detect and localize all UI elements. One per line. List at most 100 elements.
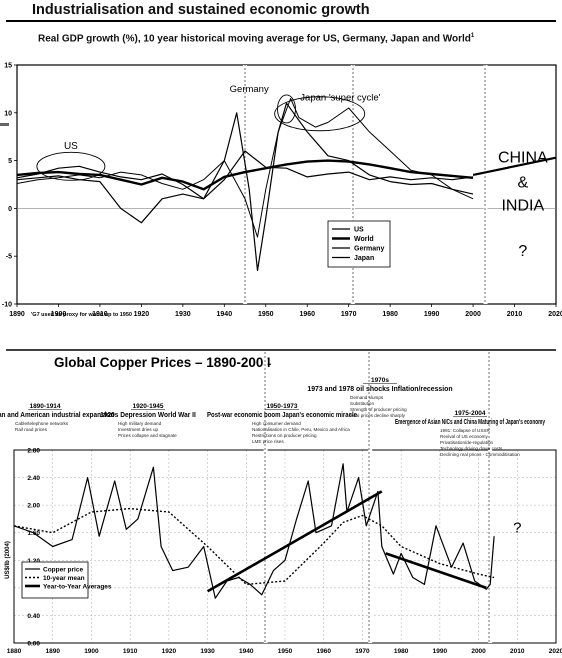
chart1-x-tick-label: 1960 (299, 311, 315, 318)
era-period: 1920-1945 (132, 403, 163, 410)
chart1-annotation-us: US (64, 141, 78, 152)
era-note: High consumer demand (252, 421, 301, 426)
chart2-event-marker (488, 352, 493, 643)
chart1-annotation-china-india: ? (518, 243, 527, 260)
chart2-event-marker (263, 352, 268, 643)
era-period: 1970s (371, 377, 389, 384)
chart1-event-marker (243, 65, 248, 304)
chart2-y-tick-label: 2.40 (27, 475, 40, 482)
chart2-title: Global Copper Prices – 1890-2004 (54, 355, 271, 370)
chart1-y-tick-label: -5 (6, 254, 12, 261)
chart2-y-axis-label: US$/lb (2004) (5, 541, 11, 579)
chart1-legend-label: Japan (354, 255, 374, 262)
chart1-y-tick-label: 15 (4, 63, 12, 70)
era-note: Demand slumps (350, 395, 384, 400)
era-note: Rail road prices (15, 427, 48, 432)
chart1-x-tick-label: 1890 (9, 311, 25, 318)
era-annotation: 1920-1945 1920s Depression World War II Hi… (100, 403, 196, 438)
chart1-x-tick-label: 1950 (258, 311, 274, 318)
era-period: 1975-2004 (454, 410, 485, 417)
era-note: Investment dries up (118, 427, 159, 432)
era-note: Real prices decline sharply (350, 413, 406, 418)
chart1-x-tick-label: 1910 (92, 311, 108, 318)
chart2-x-tick-label: 1900 (84, 648, 99, 655)
chart1-x-tick-label: 1980 (382, 311, 398, 318)
chart2-trend-line (206, 490, 383, 593)
chart2-y-tick-label: 1.20 (27, 558, 40, 565)
era-note: Nationalisation in Chile, Peru, Mexico a… (252, 427, 350, 432)
chart1-subtitle-mark: 1 (470, 33, 475, 39)
chart1-y-tick-label: 10 (4, 110, 12, 117)
chart2-plot-frame (13, 449, 557, 644)
page-title: Industrialisation and sustained economic… (32, 2, 370, 18)
chart1-us-highlight-ellipse (36, 151, 106, 181)
era-annotation: 1950-1973 Post-war economic boom Japan's … (207, 403, 357, 444)
era-note: Declining real prices - Commoditisation (440, 452, 520, 457)
era-annotation: 1890-1914 European and American industria… (0, 403, 114, 432)
chart1-series-line (16, 98, 474, 238)
era-annotation: 1970s 1973 and 1978 oil shocks Inflation/… (307, 377, 452, 418)
era-note: 1991: Collapse of USSR (440, 428, 490, 433)
era-period: 1950-1973 (266, 403, 297, 410)
era-note: High military demand (118, 421, 162, 426)
era-note: Technology driving down costs (440, 446, 503, 451)
chart1-annotation-china-india: CHINA (498, 150, 548, 167)
chart2-x-tick-label: 1960 (316, 648, 331, 655)
chart1-series-line (16, 102, 474, 272)
chart1-legend-label: US (354, 227, 364, 234)
chart1-x-tick-label: 1970 (341, 311, 357, 318)
chart1-x-tick-label: 2010 (507, 311, 523, 318)
chart2-y-tick-label: 0.40 (27, 613, 40, 620)
chart2-trend-line (385, 552, 487, 590)
chart1-annotation-china-india: INDIA (501, 197, 544, 214)
era-note: Substitution (350, 401, 374, 406)
chart2-x-tick-label: 1940 (239, 648, 254, 655)
era-note: Privatisation/de-regulation (440, 440, 494, 445)
copper-chart: Global Copper Prices – 1890-2004 1880 1890… (0, 352, 562, 655)
chart2-copper-price-line (13, 463, 495, 599)
era-note: Strength of producer pricing (350, 407, 407, 412)
era-title: Emergence of Asian NICs and China Maturi… (395, 419, 545, 426)
chart1-x-tick-label: 2020 (548, 311, 562, 318)
era-annotation: 1975-2004 Emergence of Asian NICs and Chi… (395, 410, 545, 457)
chart1-x-tick-label: 1900 (51, 311, 67, 318)
era-title: 1920s Depression World War II (100, 412, 196, 419)
chart1-series-line (16, 150, 474, 200)
chart1-legend-label: Germany (354, 246, 384, 253)
era-period: 1890-1914 (29, 403, 60, 410)
chart2-x-tick-label: 2000 (471, 648, 486, 655)
chart1-y-tick-label: -10 (2, 302, 12, 309)
chart1-subtitle: Real GDP growth (%), 10 year historical … (38, 33, 474, 44)
chart2-y-tick-label: 2.00 (27, 503, 40, 510)
chart1-legend: US World Germany Japan (327, 220, 391, 268)
chart1-x-tick-label: 1920 (134, 311, 150, 318)
gdp-chart: 1890 1900 1910 1920 1930 1940 1950 1960 1970 1980… (0, 63, 562, 351)
chart1-japan-highlight-ellipse (274, 96, 366, 132)
chart2-x-tick-label: 1890 (45, 648, 60, 655)
chart1-x-tick-label: 1990 (424, 311, 440, 318)
chart1-annotation-germany: Germany (230, 84, 269, 95)
title-rule (6, 20, 556, 22)
era-title: 1973 and 1978 oil shocks Inflation/reces… (307, 386, 452, 393)
chart2-x-tick-label: 1920 (162, 648, 177, 655)
chart1-series-line (16, 159, 474, 191)
chart2-legend-label: 10-year mean (43, 575, 85, 582)
chart1-germany-highlight-ellipse (277, 94, 296, 124)
chart2-x-tick-label: 2020 (549, 648, 562, 655)
chart2-y-tick-label: 2.80 (27, 448, 40, 455)
chart1-x-tick-label: 2000 (465, 311, 481, 318)
chart2-x-tick-label: 1910 (123, 648, 138, 655)
chart1-annotation-china-india: & (517, 174, 528, 191)
era-title: Post-war economic boom Japan's economic … (207, 412, 357, 419)
chart1-annotation-japan: Japan 'super cycle' (300, 92, 380, 103)
chart2-legend-label: Copper price (43, 567, 83, 574)
chart2-x-tick-label: 1990 (433, 648, 448, 655)
chart2-x-tick-label: 2010 (510, 648, 525, 655)
chart2-y-tick-label: 0.00 (27, 641, 40, 648)
chart1-event-marker (350, 65, 355, 304)
chart2-x-tick-label: 1880 (7, 648, 22, 655)
era-title: European and American industrial expansi… (0, 412, 114, 419)
era-note: Prices collapse and stagnate (118, 433, 177, 438)
